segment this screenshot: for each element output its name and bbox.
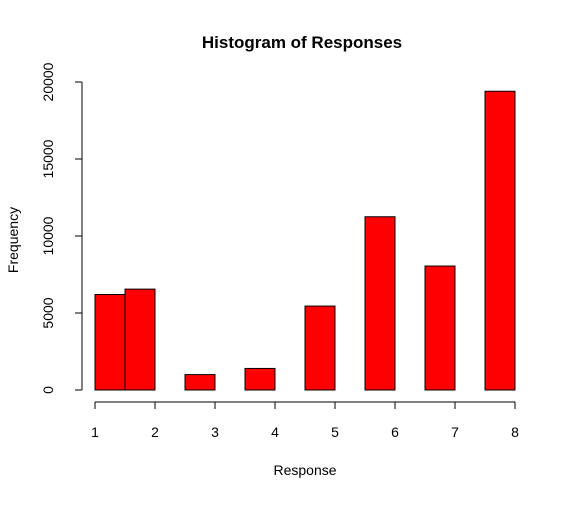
- histogram-bar: [124, 288, 156, 391]
- histogram-bar: [244, 367, 276, 391]
- x-tick-label: 8: [511, 424, 519, 440]
- histogram-bar: [364, 216, 396, 391]
- histogram-bar: [304, 305, 336, 391]
- histogram-bar: [424, 265, 456, 391]
- x-tick-label: 4: [271, 424, 279, 440]
- histogram-bar: [184, 374, 216, 391]
- y-tick-label: 0: [40, 386, 56, 394]
- x-axis: 1 2 3 4 5 6 7 8: [91, 401, 519, 440]
- x-tick-label: 6: [391, 424, 399, 440]
- y-tick-label: 20000: [40, 62, 56, 101]
- histogram-bar: [94, 294, 126, 391]
- y-tick-label: 10000: [40, 216, 56, 255]
- y-axis-label: Frequency: [5, 207, 21, 273]
- x-tick-label: 3: [211, 424, 219, 440]
- x-axis-label: Response: [273, 462, 336, 478]
- chart-title: Histogram of Responses: [202, 33, 402, 52]
- x-tick-label: 7: [451, 424, 459, 440]
- x-tick-label: 1: [91, 424, 99, 440]
- histogram-bar: [484, 90, 516, 391]
- bars-group: [94, 90, 516, 391]
- y-tick-label: 5000: [40, 297, 56, 328]
- y-tick-label: 15000: [40, 139, 56, 178]
- x-tick-label: 5: [331, 424, 339, 440]
- y-axis: 0 5000 10000 15000 20000: [40, 62, 83, 394]
- x-tick-label: 2: [151, 424, 159, 440]
